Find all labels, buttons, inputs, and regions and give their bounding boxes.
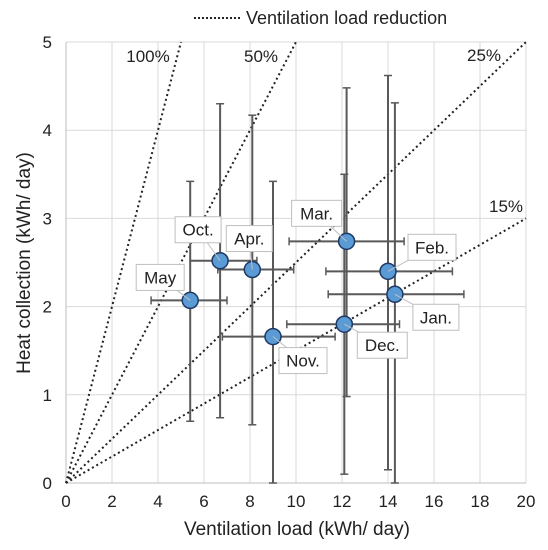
x-tick-label: 10 bbox=[287, 492, 306, 511]
y-tick-label: 3 bbox=[43, 209, 52, 228]
point-label: Oct. bbox=[183, 221, 214, 240]
y-tick-label: 1 bbox=[43, 386, 52, 405]
x-tick-label: 4 bbox=[153, 492, 162, 511]
x-tick-label: 8 bbox=[245, 492, 254, 511]
point-label: Feb. bbox=[415, 238, 449, 257]
point-label: Jan. bbox=[420, 308, 452, 327]
x-tick-label: 14 bbox=[379, 492, 398, 511]
point-label: May bbox=[144, 268, 177, 287]
point-label: Apr. bbox=[234, 230, 264, 249]
point-label-box bbox=[407, 233, 457, 261]
reference-line bbox=[65, 41, 527, 484]
point-label: Dec. bbox=[365, 336, 400, 355]
point-label-box bbox=[291, 199, 343, 227]
reference-line bbox=[65, 41, 297, 484]
error-bars bbox=[150, 74, 465, 484]
data-points bbox=[181, 232, 404, 346]
reference-line bbox=[65, 41, 182, 484]
point-label-box bbox=[225, 225, 273, 253]
reference-line-label: 100% bbox=[126, 47, 169, 66]
y-axis-title: Heat collection (kWh/ day) bbox=[14, 152, 35, 374]
y-tick-label: 5 bbox=[43, 33, 52, 52]
x-tick-label: 16 bbox=[425, 492, 444, 511]
x-tick-label: 20 bbox=[517, 492, 536, 511]
y-tick-label: 2 bbox=[43, 298, 52, 317]
legend-entry: Ventilation load reduction bbox=[246, 8, 447, 28]
point-labels: May Oct. Apr. Nov. Mar. Dec. Feb. Jan. bbox=[135, 199, 460, 375]
x-tick-label: 0 bbox=[61, 492, 70, 511]
reference-line-label: 15% bbox=[489, 197, 523, 216]
x-axis-title: Ventilation load (kWh/ day) bbox=[184, 519, 410, 540]
reference-line-label: 50% bbox=[244, 47, 278, 66]
y-tick-label: 4 bbox=[43, 121, 52, 140]
point-label-box bbox=[278, 347, 328, 375]
legend: Ventilation load reduction bbox=[194, 8, 447, 28]
point-label: Mar. bbox=[300, 204, 333, 223]
reference-line-label: 25% bbox=[467, 46, 501, 65]
point-label-box bbox=[356, 331, 408, 359]
x-tick-label: 12 bbox=[333, 492, 352, 511]
x-tick-label: 2 bbox=[107, 492, 116, 511]
x-tick-label: 6 bbox=[199, 492, 208, 511]
x-tick-label: 18 bbox=[471, 492, 490, 511]
point-label-box bbox=[412, 303, 460, 331]
point-label: Nov. bbox=[286, 352, 320, 371]
point-label-box bbox=[174, 216, 222, 244]
point-label-box bbox=[135, 263, 185, 291]
y-tick-label: 0 bbox=[43, 474, 52, 493]
